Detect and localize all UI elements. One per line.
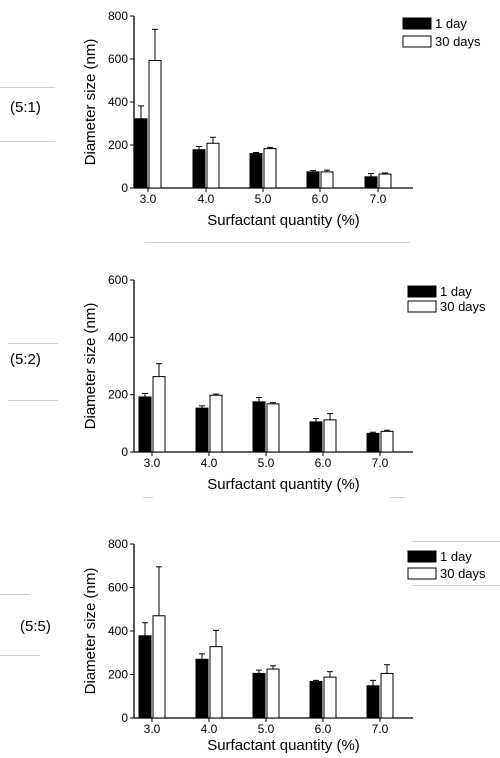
y-tick-label: 0 [121,181,128,195]
bar-series2 [266,668,280,719]
separator-line [412,585,500,586]
y-tick-label: 600 [108,273,128,287]
x-tick-label: 5.0 [258,456,275,470]
bar-series2 [378,173,392,189]
bar-series2 [320,171,334,189]
y-tick-label: 400 [108,624,128,638]
bar-series2 [263,148,277,189]
y-tick-label: 600 [108,52,128,66]
bar-series1 [309,421,323,453]
x-tick-label: 6.0 [312,192,329,206]
panel-2-ratio-label: (5:2) [10,351,41,368]
bar-series1 [366,685,380,719]
separator-line [145,242,410,243]
bar-series1 [192,149,206,189]
x-tick-label: 6.0 [315,722,332,736]
y-tick-label: 200 [108,388,128,402]
legend-swatch [407,300,437,313]
x-tick-label: 3.0 [140,192,157,206]
separator-line [8,400,58,401]
y-axis-label: Diameter size (nm) [82,568,99,695]
bar-series1 [364,176,378,189]
bar-series2 [323,419,337,453]
x-tick-label: 3.0 [144,456,161,470]
x-tick-label: 4.0 [201,722,218,736]
bar-series1 [306,171,320,189]
x-tick-label: 7.0 [372,722,389,736]
bar-series2 [152,615,166,719]
separator-line [0,655,40,656]
bar-series2 [380,430,394,453]
y-tick-label: 800 [108,9,128,23]
y-tick-label: 400 [108,330,128,344]
legend-swatch [407,567,437,580]
panel-1-ratio-label: (5:1) [10,99,41,116]
bar-series1 [252,672,266,719]
legend-swatch [402,35,432,48]
bar-series1 [309,680,323,719]
legend-label: 1 day [440,284,472,299]
bar-series2 [323,676,337,719]
panel-3-ratio-label: (5:5) [20,618,51,635]
legend-label: 30 days [435,34,481,49]
bar-series2 [266,403,280,453]
x-tick-label: 4.0 [201,456,218,470]
y-tick-label: 200 [108,138,128,152]
y-tick-label: 200 [108,668,128,682]
separator-line [390,497,405,498]
legend-swatch [402,17,432,30]
y-tick-label: 400 [108,95,128,109]
separator-line [412,541,500,542]
bar-series2 [206,142,220,189]
separator-line [8,343,58,344]
separator-line [143,497,153,498]
y-tick-label: 800 [108,537,128,551]
bar-series1 [366,432,380,453]
legend-label: 30 days [440,299,486,314]
bar-series1 [195,658,209,719]
separator-line [0,594,30,595]
y-axis-label: Diameter size (nm) [82,39,99,166]
x-tick-label: 3.0 [144,722,161,736]
x-axis-label: Surfactant quantity (%) [207,737,360,754]
x-tick-label: 4.0 [198,192,215,206]
x-tick-label: 5.0 [258,722,275,736]
separator-line [0,141,55,142]
bar-series1 [195,407,209,453]
legend-label: 1 day [435,16,467,31]
x-tick-label: 7.0 [372,456,389,470]
legend-swatch [407,285,437,298]
bar-series1 [138,635,152,719]
y-tick-label: 600 [108,581,128,595]
bar-series2 [380,672,394,719]
x-tick-label: 5.0 [255,192,272,206]
separator-line [0,87,55,88]
x-tick-label: 7.0 [370,192,387,206]
bar-series1 [249,153,263,189]
bar-series1 [134,118,148,189]
y-axis-label: Diameter size (nm) [82,303,99,430]
bar-series2 [209,646,223,719]
y-tick-label: 0 [121,445,128,459]
bar-series1 [138,396,152,453]
legend-label: 30 days [440,566,486,581]
x-axis-label: Surfactant quantity (%) [207,212,360,229]
bar-series1 [252,401,266,453]
y-tick-label: 0 [121,711,128,725]
bar-series2 [152,376,166,453]
x-tick-label: 6.0 [315,456,332,470]
legend-swatch [407,550,437,563]
legend-label: 1 day [440,549,472,564]
bar-series2 [148,60,162,189]
bar-series2 [209,394,223,453]
x-axis-label: Surfactant quantity (%) [207,476,360,493]
